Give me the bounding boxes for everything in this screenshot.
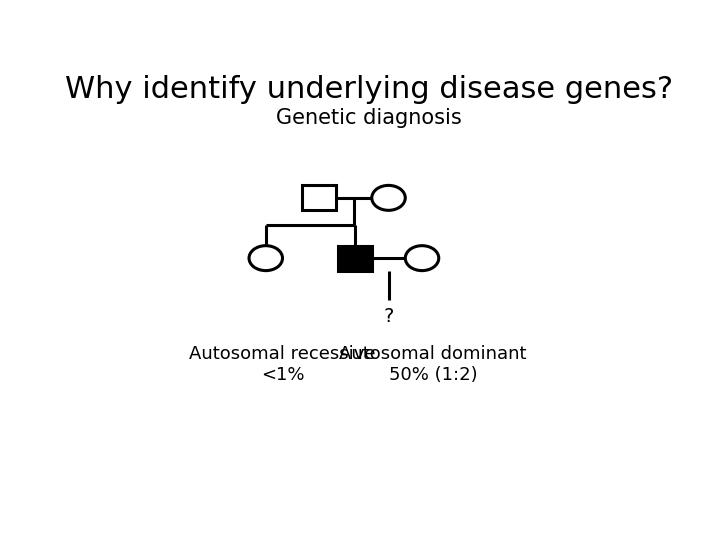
Bar	[338, 246, 372, 271]
Text: Autosomal dominant: Autosomal dominant	[339, 345, 527, 363]
Circle shape	[249, 246, 282, 271]
Circle shape	[372, 185, 405, 210]
Text: 50% (1:2): 50% (1:2)	[389, 366, 477, 383]
Text: Autosomal recessive: Autosomal recessive	[189, 345, 376, 363]
Text: Why identify underlying disease genes?: Why identify underlying disease genes?	[65, 75, 673, 104]
Bar	[302, 185, 336, 210]
Circle shape	[405, 246, 438, 271]
Text: Genetic diagnosis: Genetic diagnosis	[276, 109, 462, 129]
Text: <1%: <1%	[261, 366, 305, 383]
Text: ?: ?	[383, 307, 394, 326]
